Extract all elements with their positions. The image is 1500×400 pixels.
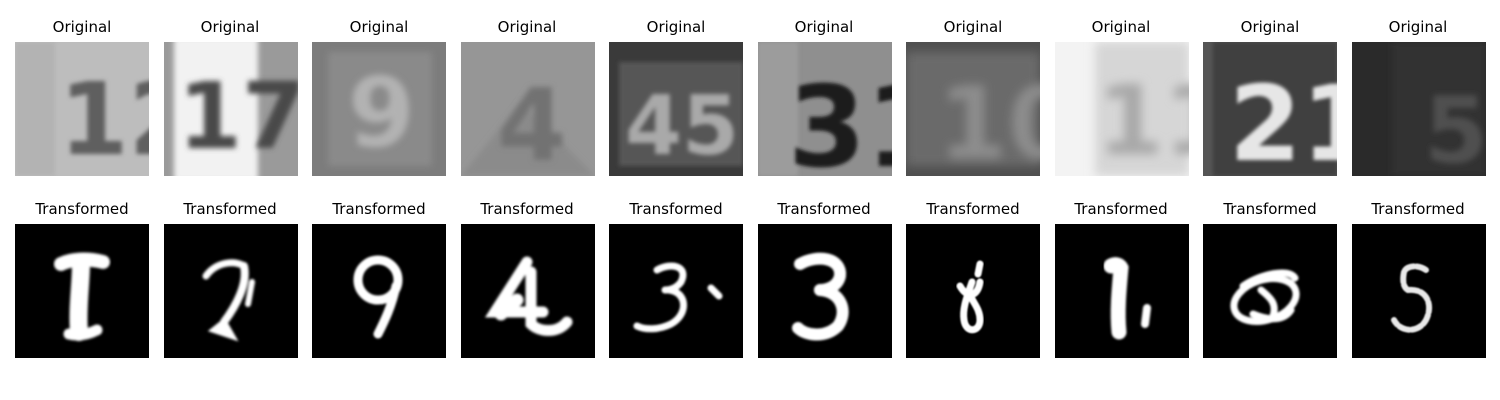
transformed-image-3 [312,224,446,358]
transformed-image-10 [1352,224,1486,358]
svg-text:31: 31 [788,63,892,176]
transformed-image-2 [164,224,298,358]
title-original-9: Original [1240,18,1300,36]
transformed-image-6 [758,224,892,358]
title-transformed-1: Transformed [35,200,129,218]
title-transformed-10: Transformed [1371,200,1465,218]
title-original-6: Original [794,18,854,36]
svg-text:11: 11 [1097,65,1189,176]
original-image-5: 45 [609,42,743,176]
title-transformed-4: Transformed [480,200,574,218]
title-transformed-8: Transformed [1074,200,1168,218]
title-transformed-5: Transformed [629,200,723,218]
title-original-8: Original [1091,18,1151,36]
svg-text:12: 12 [59,61,149,176]
original-image-6: 31 [758,42,892,176]
transformed-image-8 [1055,224,1189,358]
title-original-10: Original [1388,18,1448,36]
transformed-image-1 [15,224,149,358]
svg-text:45: 45 [625,79,739,174]
original-image-1: 12 [15,42,149,176]
svg-text:10: 10 [938,65,1040,176]
svg-text:21: 21 [1229,63,1337,176]
original-image-7: 10 [906,42,1040,176]
original-image-2: 17 [164,42,298,176]
transformed-image-7 [906,224,1040,358]
svg-text:50: 50 [1424,77,1486,176]
transformed-image-9 [1203,224,1337,358]
svg-text:17: 17 [178,63,298,170]
original-image-4: 4 [461,42,595,176]
title-transformed-3: Transformed [332,200,426,218]
transformed-image-5 [609,224,743,358]
title-transformed-2: Transformed [183,200,277,218]
original-image-9: 21 [1203,42,1337,176]
original-image-10: 50 [1352,42,1486,176]
title-original-4: Original [497,18,557,36]
title-original-7: Original [943,18,1003,36]
svg-text:4: 4 [497,67,567,176]
original-image-3: 9 [312,42,446,176]
title-original-3: Original [349,18,409,36]
title-original-5: Original [646,18,706,36]
title-original-1: Original [52,18,112,36]
svg-text:9: 9 [348,57,415,169]
title-transformed-9: Transformed [1223,200,1317,218]
title-transformed-7: Transformed [926,200,1020,218]
title-transformed-6: Transformed [777,200,871,218]
original-image-8: 11 [1055,42,1189,176]
transformed-image-4 [461,224,595,358]
title-original-2: Original [200,18,260,36]
